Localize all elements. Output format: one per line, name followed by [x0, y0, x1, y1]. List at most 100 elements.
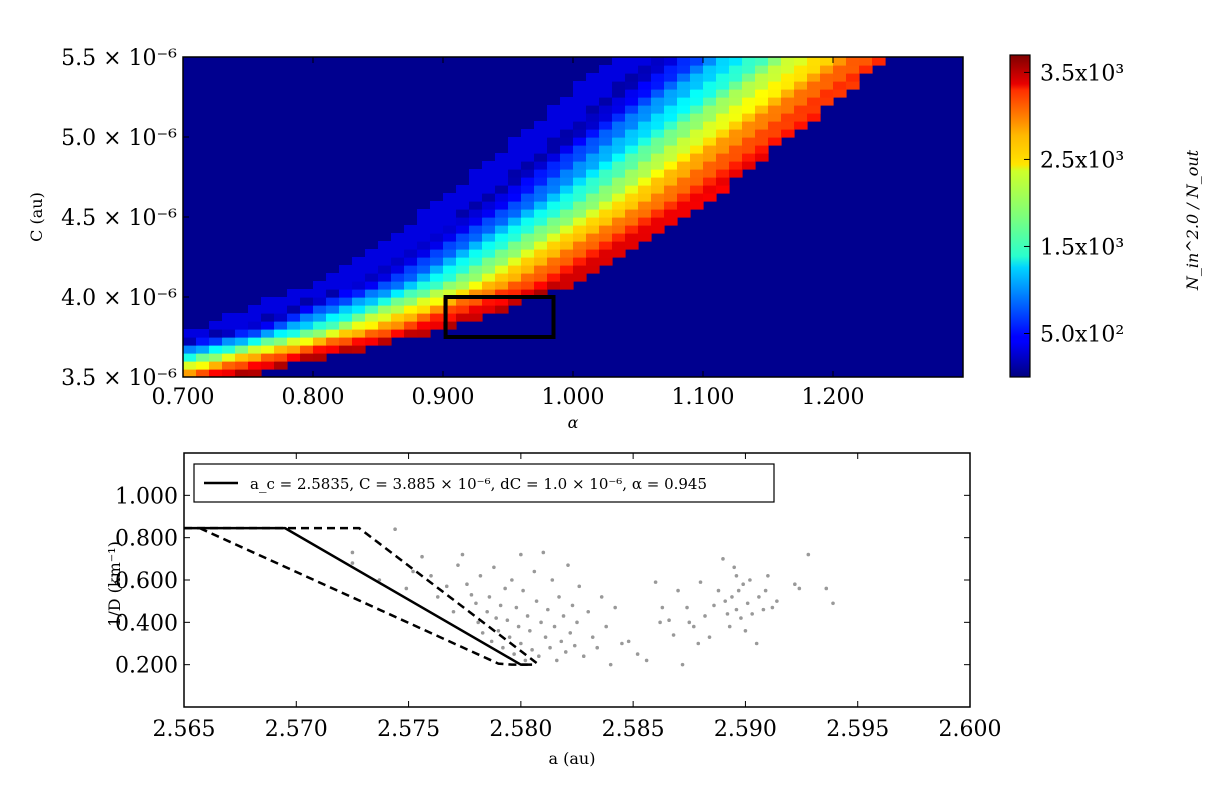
scatter-point: [676, 588, 680, 593]
heatmap-cell: [599, 233, 613, 242]
heatmap-cell: [482, 305, 496, 314]
scatter-point: [496, 629, 501, 633]
heatmap-cell: [586, 225, 600, 234]
heatmap-cell: [534, 137, 548, 146]
heatmap-cell: [482, 265, 496, 274]
heatmap-cell: [872, 57, 886, 66]
heatmap-cell: [430, 273, 444, 282]
heatmap-cell: [599, 241, 613, 250]
heatmap-cell: [742, 161, 756, 170]
heatmap-cell: [547, 241, 561, 250]
heatmap-cell: [703, 129, 717, 138]
heatmap-cell: [443, 265, 457, 274]
heatmap-cell: [677, 81, 691, 90]
heatmap-cell: [599, 113, 613, 122]
scatter-point: [599, 595, 604, 599]
heatmap-cell: [729, 153, 743, 162]
heatmap-cell: [586, 201, 600, 210]
heatmap-cell: [508, 193, 522, 202]
heatmap-cell: [521, 185, 535, 194]
heatmap-cell: [716, 121, 730, 130]
heatmap-cell: [378, 265, 392, 274]
heatmap-cell: [625, 193, 639, 202]
heatmap-cell: [495, 305, 509, 314]
heatmap-cell: [261, 329, 275, 338]
heatmap-cell: [690, 105, 704, 114]
scatter-point: [411, 569, 415, 574]
heatmap-cell: [547, 193, 561, 202]
heatmap-cell: [560, 169, 574, 178]
scatter-point: [561, 614, 566, 618]
heatmap-cell: [378, 297, 392, 306]
heatmap-cell: [677, 153, 691, 162]
heatmap-cell: [807, 89, 821, 98]
heatmap-cell: [586, 81, 600, 90]
heatmap-cell: [560, 137, 574, 146]
heatmap-cell: [677, 97, 691, 106]
heatmap-cell: [560, 217, 574, 226]
heatmap-cell: [703, 121, 717, 130]
heatmap-cell: [742, 129, 756, 138]
heatmap-cell: [391, 273, 405, 282]
scatter-point: [487, 595, 492, 599]
heatmap-cell: [521, 281, 535, 290]
heatmap-cell: [495, 209, 509, 218]
heatmap-cell: [339, 321, 353, 330]
heatmap-cell: [339, 265, 353, 274]
heatmap-cell: [638, 177, 652, 186]
heatmap-cell: [456, 233, 470, 242]
heatmap-cell: [508, 273, 522, 282]
heatmap-cell: [521, 177, 535, 186]
heatmap-cell: [664, 105, 678, 114]
heatmap-cell: [573, 105, 587, 114]
heatmap-cell: [495, 297, 509, 306]
heatmap-cell: [716, 113, 730, 122]
heatmap-cell: [222, 353, 236, 362]
heatmap-cell: [625, 177, 639, 186]
heatmap-cell: [404, 249, 418, 258]
heatmap-cell: [196, 345, 210, 354]
heatmap-cell: [638, 89, 652, 98]
scatter-point: [671, 633, 676, 637]
heatmap-cell: [521, 129, 535, 138]
heatmap-cell: [404, 233, 418, 242]
scatter-point: [716, 588, 721, 593]
heatmap-cell: [664, 177, 678, 186]
heatmap-cell: [716, 153, 730, 162]
heatmap-cell: [612, 217, 626, 226]
heatmap-cell: [274, 297, 288, 306]
heatmap-cell: [287, 337, 301, 346]
heatmap-cell: [599, 65, 613, 74]
y-tick-label: 4.0 × 10⁻⁶: [61, 286, 177, 311]
heatmap-cell: [222, 337, 236, 346]
heatmap-cell: [508, 177, 522, 186]
heatmap-cell: [495, 249, 509, 258]
scatter-point: [404, 586, 409, 591]
heatmap-cell: [443, 193, 457, 202]
scatter-point: [806, 552, 811, 557]
heatmap-cell: [508, 281, 522, 290]
heatmap-cell: [430, 305, 444, 314]
heatmap-cell: [248, 329, 262, 338]
heatmap-cell: [690, 193, 704, 202]
scatter-point: [469, 593, 474, 597]
heatmap-cell: [690, 145, 704, 154]
heatmap-cell: [534, 193, 548, 202]
heatmap-cell: [430, 209, 444, 218]
heatmap-cell: [261, 345, 275, 354]
heatmap-cell: [430, 265, 444, 274]
scatter-point: [552, 624, 557, 629]
heatmap-cell: [820, 57, 834, 66]
heatmap-cell: [846, 73, 860, 82]
heatmap-cell: [365, 273, 379, 282]
heatmap-cell: [794, 57, 808, 66]
scatter-point: [523, 658, 528, 663]
heatmap-cell: [768, 81, 782, 90]
heatmap-cell: [508, 249, 522, 258]
heatmap-cell: [742, 105, 756, 114]
heatmap-cell: [274, 321, 288, 330]
heatmap-cell: [690, 121, 704, 130]
heatmap-cell: [261, 321, 275, 330]
scatter-point: [534, 599, 539, 603]
